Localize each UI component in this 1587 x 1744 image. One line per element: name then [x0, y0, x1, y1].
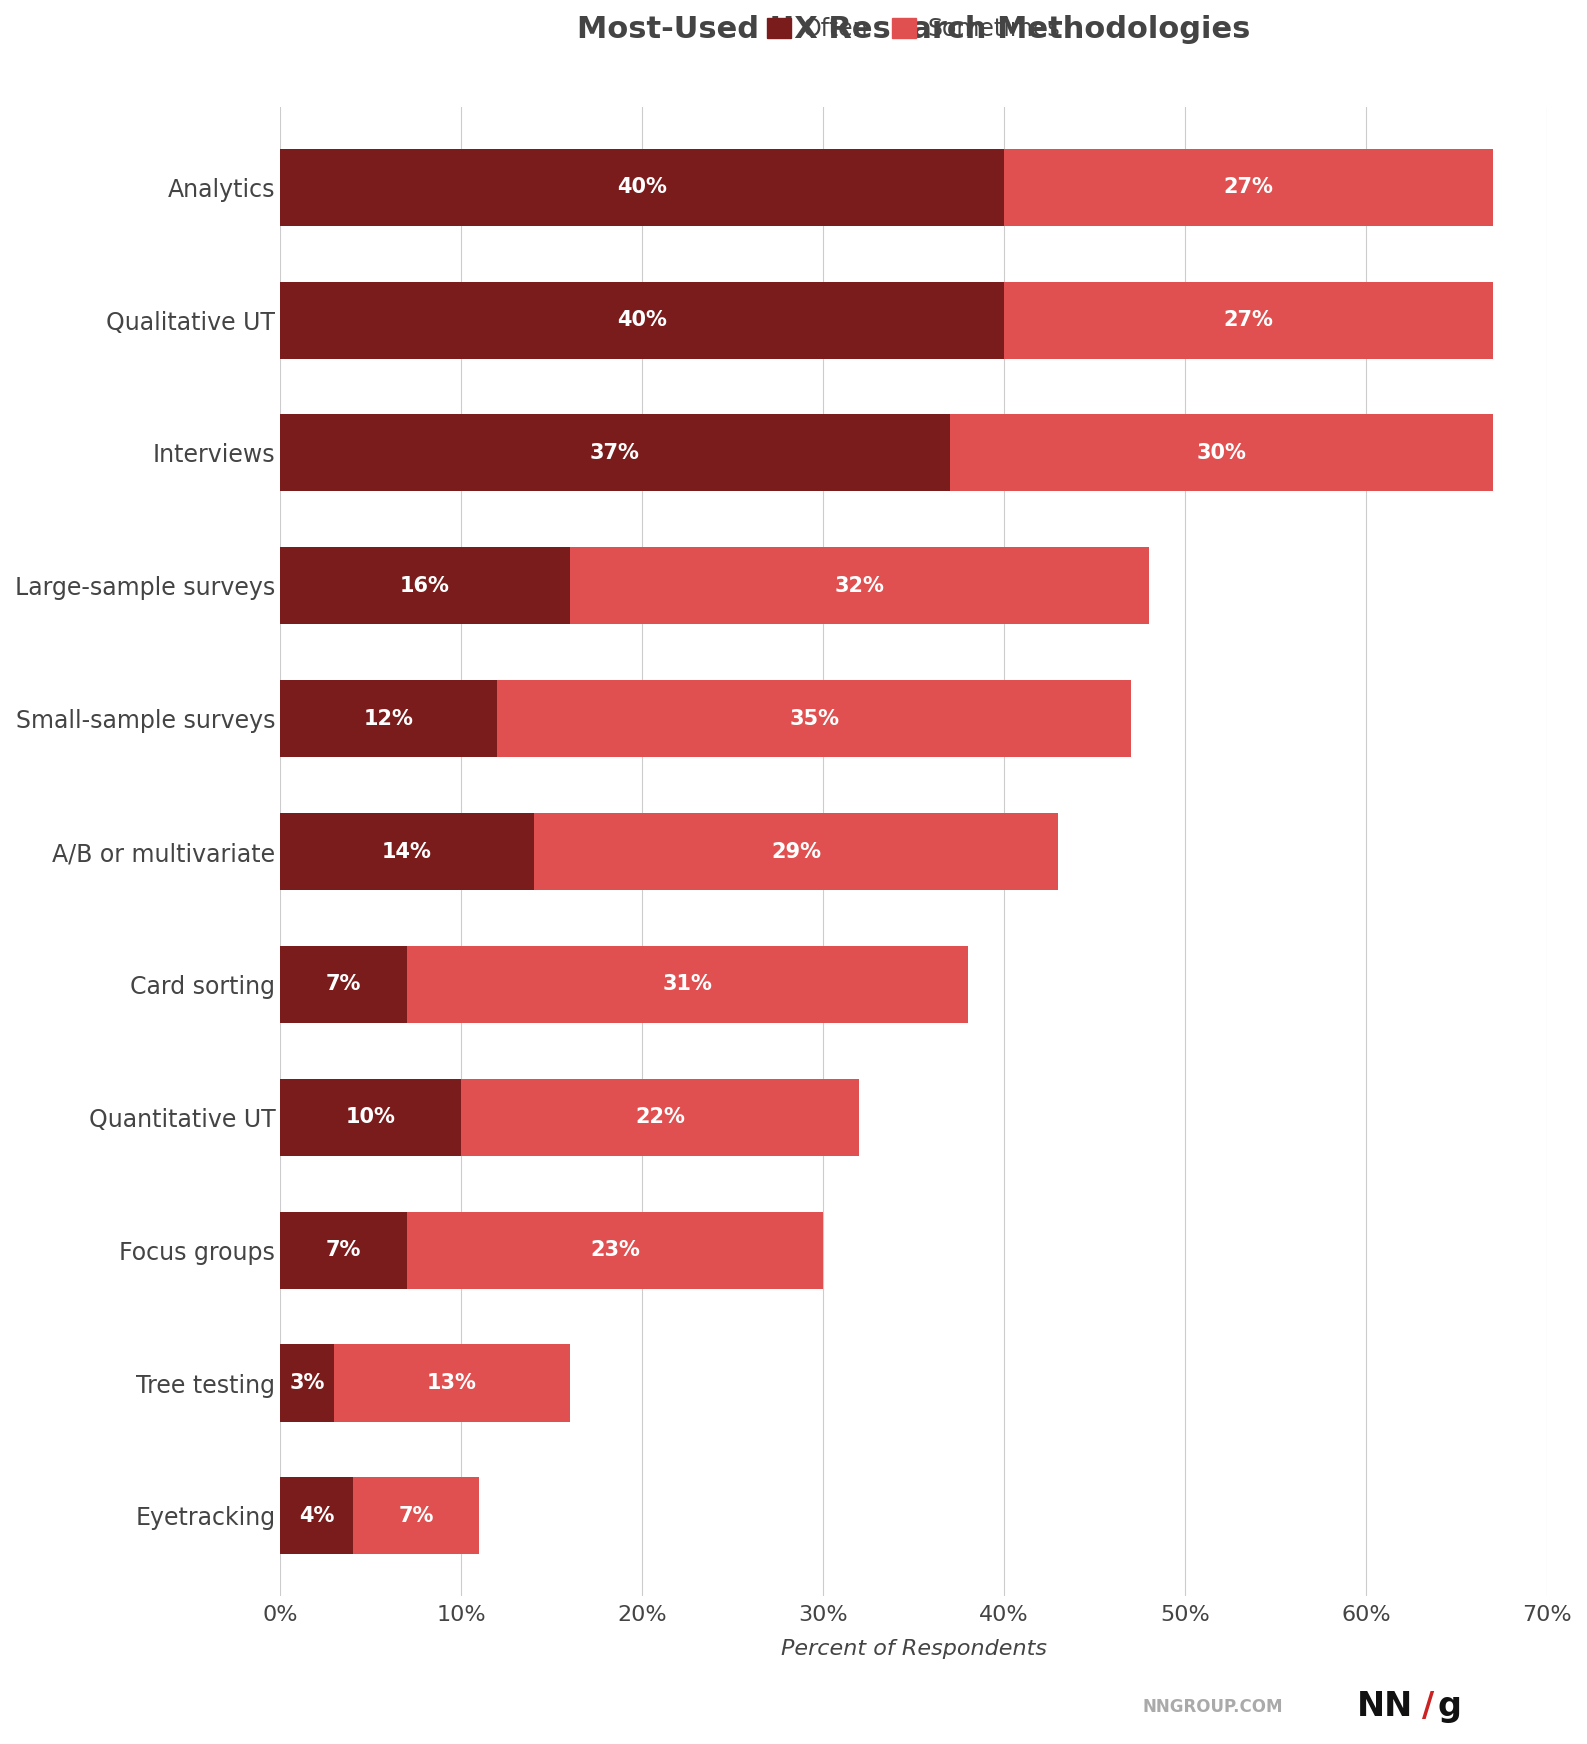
Bar — [281, 1212, 406, 1289]
Text: 16%: 16% — [400, 576, 449, 596]
Title: Most-Used UX Research Methodologies: Most-Used UX Research Methodologies — [578, 16, 1251, 44]
Text: 10%: 10% — [346, 1107, 395, 1127]
Text: 13%: 13% — [427, 1373, 478, 1393]
Bar — [406, 945, 968, 1024]
Bar — [335, 1345, 570, 1421]
Text: 27%: 27% — [1224, 178, 1273, 197]
Text: g: g — [1438, 1690, 1462, 1723]
Bar — [462, 1080, 859, 1156]
Text: 7%: 7% — [325, 975, 362, 994]
Text: 31%: 31% — [662, 975, 713, 994]
Text: NN: NN — [1357, 1690, 1412, 1723]
Bar — [1005, 148, 1493, 225]
Bar — [281, 1080, 462, 1156]
Text: 37%: 37% — [590, 443, 640, 462]
Text: 40%: 40% — [617, 310, 667, 330]
Text: 7%: 7% — [398, 1505, 433, 1526]
Bar — [1005, 281, 1493, 359]
Bar — [281, 813, 533, 889]
Bar — [497, 680, 1132, 757]
Bar — [406, 1212, 824, 1289]
Bar — [281, 281, 1005, 359]
Bar — [281, 945, 406, 1024]
Text: 4%: 4% — [298, 1505, 333, 1526]
Bar — [281, 548, 570, 624]
Bar — [533, 813, 1059, 889]
Text: 14%: 14% — [382, 842, 432, 862]
Text: 27%: 27% — [1224, 310, 1273, 330]
Text: /: / — [1422, 1690, 1435, 1723]
Bar — [570, 548, 1149, 624]
Text: 7%: 7% — [325, 1240, 362, 1261]
Bar — [281, 415, 951, 492]
Bar — [281, 1345, 335, 1421]
Text: 12%: 12% — [363, 708, 414, 729]
Text: 22%: 22% — [635, 1107, 686, 1127]
Legend: Often, Sometimes: Often, Sometimes — [759, 7, 1070, 51]
Text: 32%: 32% — [835, 576, 884, 596]
Text: 30%: 30% — [1197, 443, 1246, 462]
Text: NNGROUP.COM: NNGROUP.COM — [1143, 1699, 1284, 1716]
Text: 35%: 35% — [789, 708, 840, 729]
Bar — [352, 1477, 479, 1554]
X-axis label: Percent of Respondents: Percent of Respondents — [781, 1639, 1047, 1659]
Text: 40%: 40% — [617, 178, 667, 197]
Bar — [281, 1477, 352, 1554]
Bar — [281, 148, 1005, 225]
Text: 29%: 29% — [771, 842, 820, 862]
Text: 3%: 3% — [289, 1373, 325, 1393]
Text: 23%: 23% — [590, 1240, 640, 1261]
Bar — [951, 415, 1493, 492]
Bar — [281, 680, 497, 757]
